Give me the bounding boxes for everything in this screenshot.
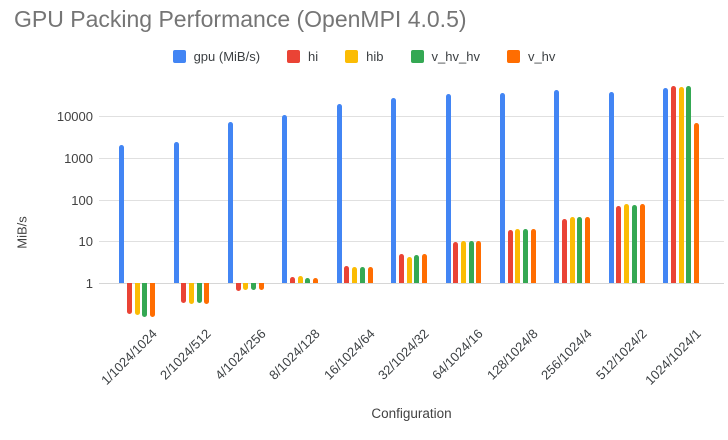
bar-v-hv-hv [251,283,256,290]
x-tick-label: 1024/1024/1 [641,326,704,388]
x-tick-label: 64/1024/16 [429,326,487,383]
bar-hib [624,203,630,284]
bar-hib [297,275,303,283]
x-tick-label: 256/1024/4 [538,326,595,383]
legend-label: v_hv_hv [431,48,480,64]
bar-v-hv [367,266,373,284]
bar-hi [562,218,567,284]
legend-item-gpu-mib-s-: gpu (MiB/s) [172,48,261,64]
bar-gpu-mib-s- [119,145,125,284]
bar-v-hv [639,204,645,284]
bar-gpu-mib-s- [173,142,179,284]
bar-hi [453,241,459,283]
bar-v-hv-hv [142,283,148,318]
bar-hib [188,283,194,304]
bar-hib [515,229,521,284]
x-tick-label: 128/1024/8 [483,326,541,383]
bar-v-hv-hv [414,255,420,283]
x-tick-label: 16/1024/64 [320,326,378,383]
bar-gpu-mib-s- [227,122,233,284]
gridline [99,199,724,201]
bar-gpu-mib-s- [499,92,505,284]
x-tick-label: 8/1024/128 [266,326,323,383]
bar-v-hv [204,283,210,304]
bar-hi [398,253,404,283]
bar-hi [126,283,132,315]
bar-hib [678,87,684,283]
gridline [99,116,724,118]
bar-hi [290,277,295,284]
bar-hib [134,283,140,316]
baseline-gridline [99,283,724,285]
bar-v-hv-hv [196,283,202,304]
bar-gpu-mib-s- [554,90,560,284]
bar-v-hv [693,122,699,283]
bar-hib [569,216,575,283]
bar-v-hv-hv [686,86,692,283]
legend: gpu (MiB/s) hi hib v_hv_hv v_hv [0,48,728,64]
bar-v-hv-hv [523,228,528,284]
y-tick-label: 100 [71,192,93,208]
x-tick-label: 4/1024/256 [211,326,269,383]
bar-gpu-mib-s- [391,97,397,283]
bar-hi [616,206,622,283]
legend-label: hib [366,48,384,64]
bar-v-hv-hv [577,216,583,283]
bar-v-hv [313,277,319,283]
x-tick-label: 512/1024/2 [592,326,650,383]
legend-label: v_hv [527,48,556,64]
bar-v-hv-hv [468,241,474,284]
legend-item-v-hv-hv: v_hv_hv [410,48,480,64]
x-axis-title: Configuration [371,406,452,421]
bar-hi [670,86,676,284]
bar-v-hv-hv [305,278,311,284]
bar-v-hv [149,283,155,318]
bar-hib [460,241,466,284]
y-tick-label: 1000 [64,150,93,166]
bar-hi [235,283,241,291]
gridline [99,241,724,243]
x-tick-label: 32/1024/32 [374,326,432,383]
bar-v-hv-hv [631,205,637,283]
legend-swatch-icon [506,49,520,63]
legend-swatch-icon [410,49,424,63]
bar-hib [352,267,358,284]
legend-swatch-icon [172,49,186,63]
bar-gpu-mib-s- [336,103,342,284]
legend-item-hib: hib [345,48,384,64]
bar-hi [181,283,187,304]
bar-hib [243,283,249,290]
bar-gpu-mib-s- [608,92,614,284]
y-tick-label: 1 [85,276,93,292]
legend-label: gpu (MiB/s) [193,48,261,64]
bar-hi [344,265,350,283]
x-tick-label: 2/1024/512 [157,326,215,383]
bar-gpu-mib-s- [445,93,451,284]
y-tick-label: 10000 [56,109,93,125]
gridline [99,157,724,159]
bar-v-hv [585,217,591,284]
bar-hib [406,257,412,284]
legend-item-v-hv: v_hv [506,48,556,64]
bar-hi [507,229,513,283]
bar-v-hv [530,229,536,284]
legend-label: hi [308,48,319,64]
bar-gpu-mib-s- [282,114,288,283]
legend-swatch-icon [345,49,359,63]
bar-gpu-mib-s- [663,87,669,283]
bar-v-hv-hv [359,267,365,284]
bar-v-hv [421,253,427,283]
legend-item-hi: hi [287,49,318,64]
bar-v-hv [476,241,482,284]
plot-area [99,85,724,320]
y-tick-label: 10 [78,234,93,250]
x-tick-label: 1/1024/1024 [97,326,160,388]
bar-v-hv [258,283,264,290]
y-axis-title: MiB/s [14,216,30,249]
chart-title: GPU Packing Performance (OpenMPI 4.0.5) [14,6,467,32]
legend-swatch-icon [287,49,301,63]
